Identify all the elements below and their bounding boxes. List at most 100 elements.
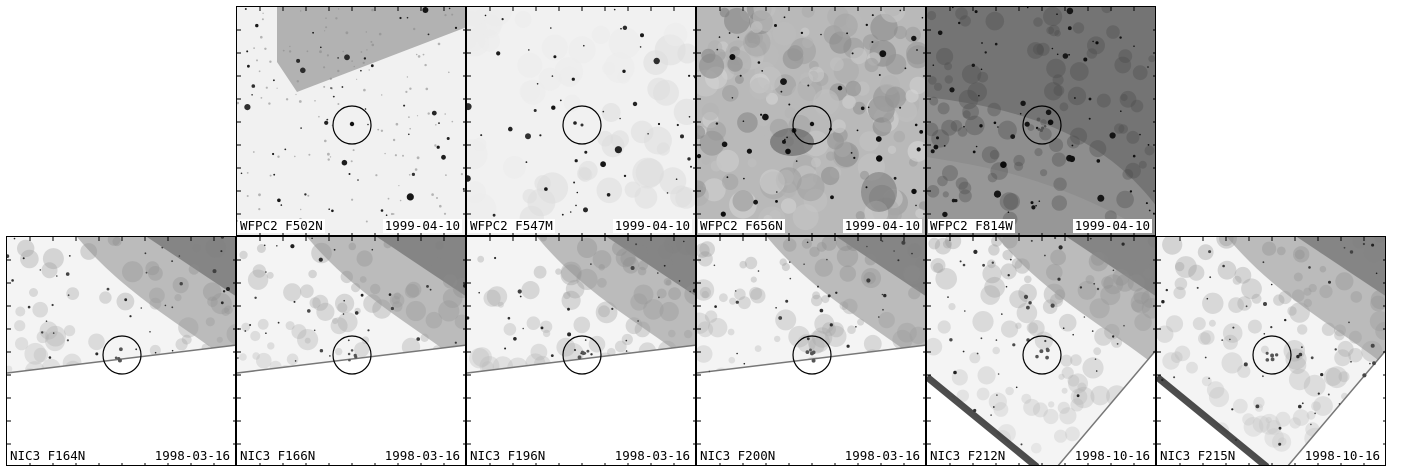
panel-instrument-filter: WFPC2 F502N: [238, 218, 325, 233]
wfpc2-f502n-panel: WFPC2 F502N 1999-04-10: [236, 6, 466, 236]
panel-date: 1998-03-16: [382, 448, 462, 463]
target-circle-marker: [792, 335, 832, 375]
circled-source: [1036, 117, 1047, 132]
axis-ticks: [697, 237, 925, 465]
panel-date: 1998-03-16: [842, 448, 922, 463]
axis-ticks: [1157, 237, 1385, 465]
target-circle-marker: [792, 105, 832, 145]
blank-lower-region: [7, 345, 235, 465]
panel-instrument-filter: NIC3 F196N: [468, 448, 548, 463]
image-field: [7, 237, 235, 465]
panel-date: 1998-03-16: [612, 448, 692, 463]
panel-date: 1999-04-10: [612, 218, 692, 233]
nebula-texture: [697, 7, 925, 235]
panel-instrument-filter: WFPC2 F547M: [468, 218, 555, 233]
image-field: [697, 237, 925, 465]
dark-core-region: [607, 237, 695, 296]
dark-nebula-patch: [861, 172, 897, 212]
panel-date: 1999-04-10: [382, 218, 462, 233]
panel-instrument-filter: NIC3 F215N: [1158, 448, 1238, 463]
star-field: [708, 240, 913, 373]
circled-source: [805, 348, 816, 363]
nic3-f196n-panel: NIC3 F196N 1998-03-16: [466, 236, 696, 466]
detector-edge-dark: [1157, 374, 1270, 465]
axis-ticks: [237, 7, 465, 235]
detector-edge: [237, 344, 465, 374]
circled-source: [1035, 347, 1050, 360]
circled-source: [114, 347, 123, 363]
target-circle-marker: [1022, 105, 1062, 145]
star-field: [7, 237, 230, 359]
wfpc2-f547m-panel: WFPC2 F547M 1999-04-10: [466, 6, 696, 236]
dark-wedge-region: [277, 7, 465, 92]
axis-ticks: [927, 7, 1155, 235]
panel-instrument-filter: NIC3 F200N: [698, 448, 778, 463]
nebula-texture: [927, 237, 1155, 455]
image-field: [927, 7, 1155, 235]
target-circle-marker: [1022, 335, 1062, 375]
target-circle-marker: [332, 335, 372, 375]
nic3-f212n-panel: NIC3 F212N 1998-10-16: [926, 236, 1156, 466]
star-field: [930, 7, 1155, 218]
axis-ticks: [467, 7, 695, 235]
target-circle-marker: [1252, 335, 1292, 375]
nic3-f200n-panel: NIC3 F200N 1998-03-16: [696, 236, 926, 466]
light-band-region: [927, 157, 1154, 235]
circled-source: [809, 121, 815, 127]
target-circle-marker: [562, 335, 602, 375]
image-field: [697, 7, 925, 235]
detector-edge: [7, 344, 235, 374]
image-field: [1157, 237, 1385, 465]
wfpc2-f814w-panel: WFPC2 F814W 1999-04-10: [926, 6, 1156, 236]
dark-core-region: [1297, 237, 1385, 296]
target-circle-marker: [562, 105, 602, 145]
star-field: [697, 9, 925, 217]
nebula-texture: [927, 7, 1155, 227]
axis-ticks: [7, 237, 235, 465]
image-field: [927, 237, 1155, 465]
axis-ticks: [467, 237, 695, 465]
image-field: [237, 7, 465, 235]
blank-right-wedge: [1288, 351, 1385, 465]
dark-core-region: [837, 237, 925, 296]
detector-edge-dark: [927, 374, 1040, 465]
nic3-f164n-panel: NIC3 F164N 1998-03-16: [6, 236, 236, 466]
star-field: [467, 8, 695, 217]
nic3-f166n-panel: NIC3 F166N 1998-03-16: [236, 236, 466, 466]
panel-instrument-filter: NIC3 F212N: [928, 448, 1008, 463]
target-circle-marker: [102, 335, 142, 375]
dark-nebula-patch: [770, 128, 814, 156]
image-field: [467, 7, 695, 235]
panel-instrument-filter: NIC3 F164N: [8, 448, 88, 463]
panel-instrument-filter: WFPC2 F814W: [928, 218, 1015, 233]
dark-core-region: [147, 237, 235, 296]
panel-date: 1999-04-10: [842, 218, 922, 233]
blank-lower-region: [697, 345, 925, 465]
blank-lower-region: [467, 345, 695, 465]
panel-instrument-filter: NIC3 F166N: [238, 448, 318, 463]
circled-source: [347, 349, 358, 362]
dark-core-region: [377, 237, 465, 296]
circled-source: [349, 121, 355, 127]
star-field: [237, 237, 465, 362]
target-circle-marker: [332, 105, 372, 145]
panel-date: 1998-10-16: [1302, 448, 1382, 463]
axis-ticks: [237, 237, 465, 465]
detector-edge: [1287, 350, 1385, 465]
wfpc2-f656n-panel: WFPC2 F656N 1999-04-10: [696, 6, 926, 236]
axis-ticks: [927, 237, 1155, 465]
detector-edge: [467, 344, 695, 374]
nebula-texture: [467, 7, 695, 231]
panel-date: 1998-10-16: [1072, 448, 1152, 463]
nic3-f215n-panel: NIC3 F215N 1998-10-16: [1156, 236, 1386, 466]
image-field: [237, 237, 465, 465]
circled-source: [1265, 351, 1279, 362]
detector-edge: [697, 344, 925, 374]
dark-core-region: [1067, 237, 1155, 296]
panel-date: 1998-03-16: [152, 448, 232, 463]
circled-source: [573, 121, 584, 127]
star-field: [947, 237, 1125, 446]
star-field: [240, 7, 465, 216]
detector-edge: [1057, 350, 1155, 465]
axis-ticks: [697, 7, 925, 235]
